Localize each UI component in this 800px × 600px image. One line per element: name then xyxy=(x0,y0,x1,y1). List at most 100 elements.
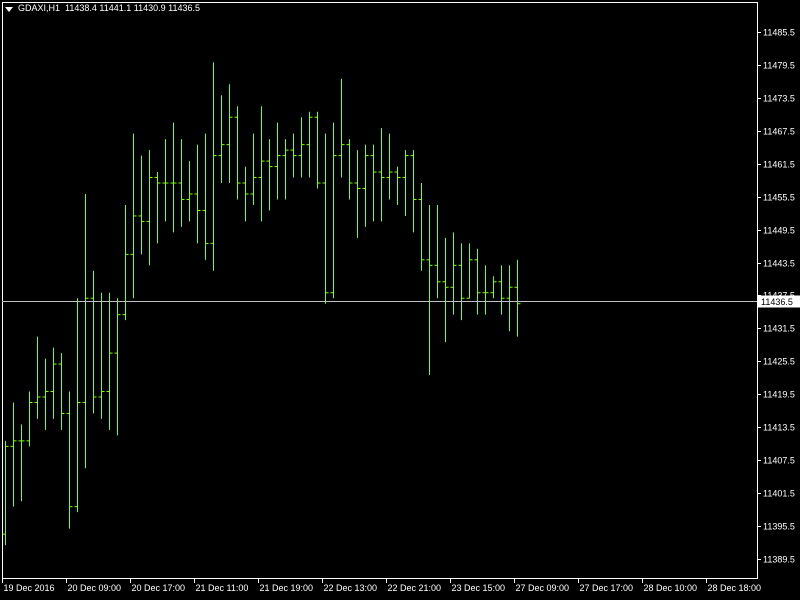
ohlc-bar xyxy=(122,204,129,321)
ohlc-bar xyxy=(330,122,337,299)
ohlc-bar xyxy=(26,391,33,447)
symbol-label: GDAXI,H1 xyxy=(18,3,61,13)
x-tick-label: 19 Dec 2016 xyxy=(4,583,55,593)
ohlc-bar xyxy=(442,237,449,343)
ohlc-bar xyxy=(58,353,65,430)
x-tick-label: 20 Dec 09:00 xyxy=(68,583,122,593)
ohlc-bar xyxy=(138,155,145,255)
ohlc-bar xyxy=(106,292,113,430)
y-tick-label: 11431.5 xyxy=(763,324,795,334)
y-tick-label: 11449.5 xyxy=(763,226,795,236)
ohlc-bar xyxy=(490,276,497,299)
y-tick-label: 11407.5 xyxy=(763,456,795,466)
ohlc-bar xyxy=(306,111,313,178)
y-tick-label: 11413.5 xyxy=(763,423,795,433)
ohlc-bar xyxy=(258,106,265,222)
ohlc-bar xyxy=(186,161,193,222)
ohlc-bar xyxy=(386,133,393,200)
y-tick-label: 11479.5 xyxy=(763,61,795,71)
y-tick-label: 11401.5 xyxy=(763,489,795,499)
ohlc-bar xyxy=(178,139,185,227)
ohlc-bar xyxy=(506,265,513,332)
ohlc-bar xyxy=(450,232,457,315)
x-tick-label: 27 Dec 09:00 xyxy=(516,583,570,593)
x-tick-label: 21 Dec 11:00 xyxy=(196,583,249,593)
ohlc-bar xyxy=(234,106,241,200)
ohlc-bar xyxy=(226,84,233,184)
x-tick-label: 28 Dec 10:00 xyxy=(644,583,698,593)
ohlc-bar xyxy=(90,270,97,414)
x-tick-label: 28 Dec 18:00 xyxy=(708,583,762,593)
y-tick-label: 11443.5 xyxy=(763,259,795,269)
ohlc-bar xyxy=(314,111,321,189)
ohlc-bar xyxy=(66,391,73,529)
ohlc-bar xyxy=(370,144,377,222)
y-tick-label: 11467.5 xyxy=(763,127,795,137)
ohlc-bar xyxy=(458,243,465,321)
x-tick-label: 27 Dec 17:00 xyxy=(580,583,634,593)
y-tick-label: 11425.5 xyxy=(763,357,795,367)
ohlc-bar xyxy=(466,243,473,299)
ohlc-bar xyxy=(362,144,369,227)
ohlc-bar xyxy=(298,117,305,178)
ohlc-bar xyxy=(418,183,425,271)
ohlc-bar xyxy=(394,166,401,205)
ohlc-bar xyxy=(2,440,9,546)
current-price-box xyxy=(758,295,800,308)
dropdown-arrow-icon[interactable] xyxy=(5,7,13,12)
ohlc-bar xyxy=(322,133,329,304)
x-tick-label: 20 Dec 17:00 xyxy=(132,583,186,593)
ohlc-bar xyxy=(154,172,161,244)
ohlc-bar xyxy=(34,336,41,419)
x-tick-label: 22 Dec 21:00 xyxy=(388,583,442,593)
ohlc-bar xyxy=(210,62,217,271)
ohlc-bar xyxy=(202,133,209,260)
ohlc-bar xyxy=(50,347,57,419)
ohlc-bar xyxy=(194,144,201,244)
ohlc-bar xyxy=(266,139,273,211)
y-tick-label: 11455.5 xyxy=(763,193,795,203)
y-tick-label: 11485.5 xyxy=(763,28,795,38)
plot-frame xyxy=(2,2,758,579)
ohlc-bar xyxy=(114,298,121,436)
ohlc-bar xyxy=(426,204,433,376)
ohlc-bar xyxy=(18,424,25,502)
y-tick-label: 11473.5 xyxy=(763,94,795,104)
ohlc-bar xyxy=(10,402,17,507)
ohlc-bar xyxy=(290,133,297,178)
x-tick-label: 22 Dec 13:00 xyxy=(324,583,378,593)
ohlc-bar xyxy=(274,122,281,200)
ohlc-bar xyxy=(146,150,153,266)
chart-header: GDAXI,H1 11438.4 11441.1 11430.9 11436.5 xyxy=(18,3,200,13)
ohlc-bar xyxy=(378,128,385,222)
ohlc-bar xyxy=(82,194,89,469)
y-tick-label: 11395.5 xyxy=(763,522,795,532)
x-tick-label: 23 Dec 15:00 xyxy=(452,583,506,593)
ohlc-bar xyxy=(98,292,105,419)
ohlc-bar xyxy=(402,150,409,216)
current-price-label: 11436.5 xyxy=(761,297,793,307)
ohlc-readout: 11438.4 11441.1 11430.9 11436.5 xyxy=(65,3,200,13)
ohlc-bar xyxy=(242,166,249,222)
ohlc-bar xyxy=(346,139,353,200)
ohlc-bar xyxy=(498,265,505,315)
y-tick-label: 11461.5 xyxy=(763,160,795,170)
x-tick-label: 21 Dec 19:00 xyxy=(260,583,314,593)
ohlc-bar xyxy=(170,122,177,233)
ohlc-bar xyxy=(74,298,81,513)
ohlc-bar xyxy=(514,259,521,337)
ohlc-bar xyxy=(130,133,137,299)
ohlc-bar xyxy=(354,150,361,238)
ohlc-bar xyxy=(482,265,489,315)
ohlc-bar xyxy=(162,139,169,222)
ohlc-bar xyxy=(434,204,441,299)
ohlc-bar xyxy=(42,358,49,430)
ohlc-bar xyxy=(218,95,225,184)
ohlc-bar xyxy=(410,150,417,233)
ohlc-bar xyxy=(250,133,257,205)
y-tick-label: 11419.5 xyxy=(763,390,795,400)
ohlc-bar xyxy=(282,139,289,200)
y-tick-label: 11389.5 xyxy=(763,555,795,565)
